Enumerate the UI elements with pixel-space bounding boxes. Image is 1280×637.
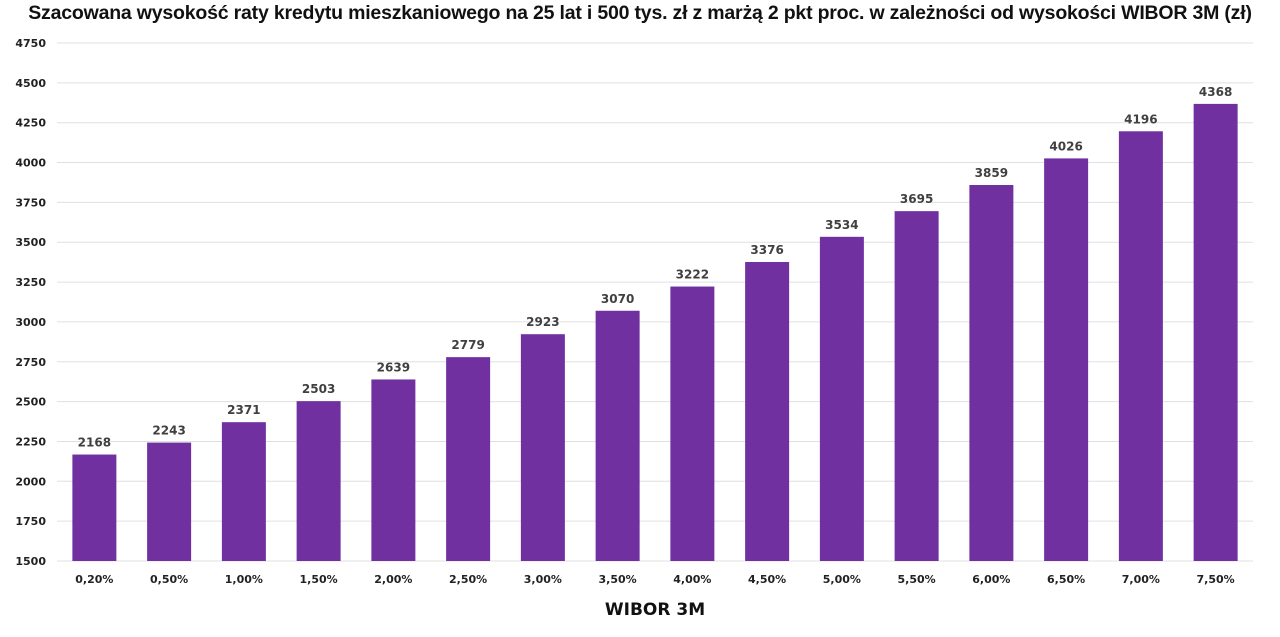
y-tick-label: 3500	[15, 236, 46, 249]
x-tick-label: 2,00%	[374, 573, 412, 586]
bar	[595, 310, 640, 561]
data-label: 2639	[377, 360, 410, 374]
y-tick-label: 3250	[15, 276, 46, 289]
y-tick-label: 4250	[15, 117, 46, 130]
bar	[1044, 158, 1089, 561]
data-label: 2371	[227, 403, 260, 417]
x-tick-label: 0,50%	[150, 573, 188, 586]
x-tick-label: 1,00%	[225, 573, 263, 586]
bar	[446, 357, 491, 561]
x-tick-label: 3,00%	[524, 573, 562, 586]
y-tick-label: 4000	[15, 157, 46, 170]
bar	[72, 454, 117, 561]
x-tick-label: 1,50%	[300, 573, 338, 586]
data-label: 4368	[1199, 85, 1232, 99]
bar	[147, 442, 192, 561]
data-label: 2923	[526, 315, 559, 329]
bar	[745, 261, 790, 561]
data-label: 3695	[900, 192, 933, 206]
x-tick-label: 7,00%	[1122, 573, 1160, 586]
data-label: 3376	[750, 243, 783, 257]
x-tick-label: 2,50%	[449, 573, 487, 586]
data-label: 2779	[451, 338, 484, 352]
data-label: 2503	[302, 382, 335, 396]
bar	[670, 286, 715, 561]
x-tick-label: 4,00%	[673, 573, 711, 586]
y-tick-label: 2500	[15, 396, 46, 409]
y-tick-label: 3000	[15, 316, 46, 329]
bar	[1118, 131, 1163, 561]
y-tick-label: 4750	[15, 37, 46, 50]
y-tick-label: 3750	[15, 196, 46, 209]
data-label: 2168	[78, 436, 111, 450]
x-tick-label: 3,50%	[599, 573, 637, 586]
x-tick-label: 6,00%	[972, 573, 1010, 586]
data-label: 3534	[825, 218, 858, 232]
x-tick-label: 7,50%	[1197, 573, 1235, 586]
bar	[371, 379, 416, 561]
x-tick-label: 0,20%	[75, 573, 113, 586]
bar	[969, 185, 1014, 561]
bar	[819, 236, 864, 561]
y-tick-label: 2750	[15, 356, 46, 369]
data-label: 3222	[676, 268, 709, 282]
y-tick-label: 1750	[15, 515, 46, 528]
y-tick-label: 4500	[15, 77, 46, 90]
y-tick-label: 2000	[15, 475, 46, 488]
y-tick-label: 1500	[15, 555, 46, 568]
x-axis-label: WIBOR 3M	[605, 600, 705, 620]
data-label: 4196	[1124, 112, 1157, 126]
chart-title: Szacowana wysokość raty kredytu mieszkan…	[28, 2, 1252, 24]
x-tick-label: 5,00%	[823, 573, 861, 586]
y-tick-label: 2250	[15, 435, 46, 448]
x-tick-label: 6,50%	[1047, 573, 1085, 586]
data-label: 4026	[1049, 139, 1082, 153]
x-tick-label: 5,50%	[898, 573, 936, 586]
bar	[1193, 103, 1238, 562]
bar	[894, 211, 939, 562]
bar	[520, 334, 565, 561]
bar	[221, 422, 266, 561]
x-tick-label: 4,50%	[748, 573, 786, 586]
data-label: 3070	[601, 292, 634, 306]
bar	[296, 401, 341, 561]
data-label: 3859	[975, 166, 1008, 180]
data-label: 2243	[152, 424, 185, 438]
